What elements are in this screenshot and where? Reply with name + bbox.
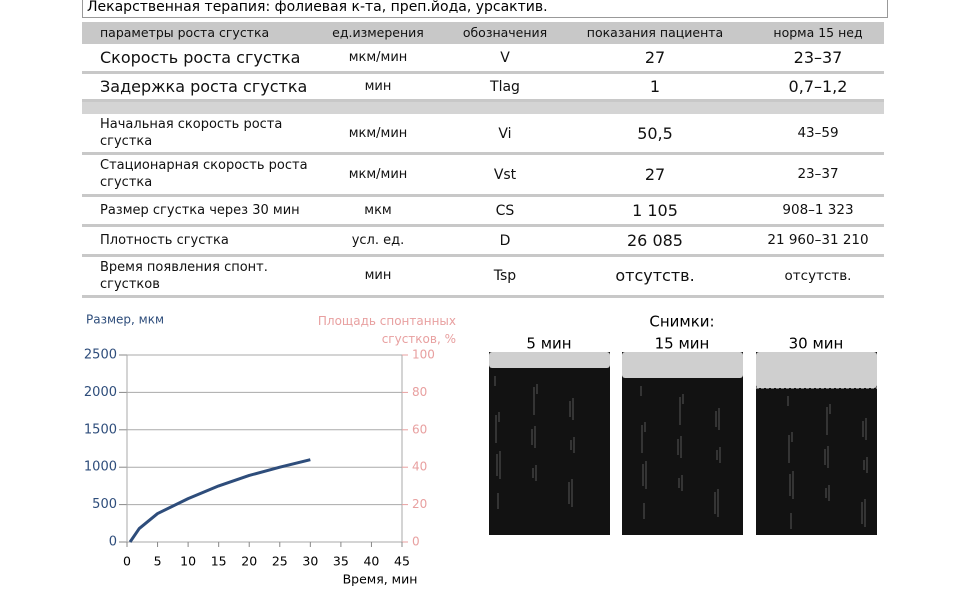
table-cell: мин bbox=[364, 78, 392, 94]
y2-tick-label: 100 bbox=[412, 348, 435, 362]
table-cell: 1 105 bbox=[632, 200, 678, 220]
row-separator bbox=[82, 99, 884, 102]
x-tick-label: 30 bbox=[302, 554, 318, 569]
table-cell: 26 085 bbox=[627, 230, 683, 250]
x-tick-label: 45 bbox=[394, 554, 410, 569]
table-cell: 21 960–31 210 bbox=[767, 232, 869, 249]
column-header: ед.измерения bbox=[332, 24, 424, 40]
x-tick-label: 10 bbox=[180, 554, 196, 569]
row-separator bbox=[82, 194, 884, 197]
row-separator bbox=[82, 295, 884, 298]
row-separator bbox=[82, 152, 884, 155]
table-cell: отсутств. bbox=[784, 267, 852, 284]
data-line bbox=[128, 458, 311, 543]
image-band bbox=[622, 352, 743, 378]
table-cell: Время появления спонт. сгустков bbox=[100, 259, 268, 292]
row-separator bbox=[82, 71, 884, 74]
y-tick-label: 500 bbox=[92, 497, 117, 512]
image-label: 5 мин bbox=[526, 335, 571, 353]
table-cell: D bbox=[499, 232, 511, 249]
x-tick-label: 15 bbox=[211, 554, 227, 569]
column-header: показания пациента bbox=[586, 24, 724, 40]
column-header: обозначения bbox=[462, 24, 548, 40]
y2-tick-label: 60 bbox=[412, 422, 427, 436]
table-cell: Размер сгустка через 30 мин bbox=[100, 202, 300, 218]
x-tick-label: 20 bbox=[241, 554, 257, 569]
column-header: норма 15 нед bbox=[773, 24, 863, 40]
column-header: параметры роста сгустка bbox=[100, 24, 270, 40]
table-cell: Плотность сгустка bbox=[100, 232, 229, 248]
table-cell: 0,7–1,2 bbox=[788, 76, 848, 96]
table-cell: V bbox=[500, 50, 510, 67]
table-cell: 50,5 bbox=[637, 123, 673, 143]
row-separator bbox=[82, 224, 884, 227]
table-cell: 23–37 bbox=[793, 48, 843, 68]
y-tick-label: 1500 bbox=[84, 422, 117, 437]
table-cell: Tlag bbox=[490, 78, 520, 95]
images-title: Снимки: bbox=[649, 313, 714, 331]
y-tick-label: 1000 bbox=[84, 460, 117, 475]
y2-tick-label: 0 bbox=[412, 535, 420, 549]
image-band bbox=[489, 352, 610, 368]
table-cell: усл. ед. bbox=[351, 232, 405, 248]
image-label: 15 мин bbox=[655, 335, 710, 353]
table-cell: отсутств. bbox=[615, 266, 695, 286]
table-cell: Tsp bbox=[493, 268, 517, 285]
table-cell: мкм/мин bbox=[348, 50, 408, 66]
header: Лекарственная терапия: фолиевая к-та, пр… bbox=[82, 0, 888, 18]
table-head-bg bbox=[82, 22, 884, 44]
table-cell: Задержка роста сгустка bbox=[100, 76, 308, 96]
x-tick-label: 35 bbox=[333, 554, 349, 569]
table-cell: Vst bbox=[493, 166, 517, 183]
table-cell: 27 bbox=[644, 48, 666, 68]
y2-tick-label: 40 bbox=[412, 460, 427, 474]
image-band bbox=[756, 352, 877, 388]
separator-band bbox=[82, 101, 884, 114]
image-label: 30 мин bbox=[789, 335, 844, 353]
y2-axis-label: Площадь спонтанных сгустков, % bbox=[317, 314, 456, 346]
image bbox=[489, 352, 610, 535]
y-tick-label: 0 bbox=[109, 535, 117, 550]
table-cell: CS bbox=[495, 202, 515, 219]
table-cell: мкм/мин bbox=[348, 125, 408, 141]
table-cell: Начальная скорость роста сгустка bbox=[100, 117, 283, 149]
table-cell: 23–37 bbox=[797, 166, 839, 183]
x-tick-label: 40 bbox=[363, 554, 379, 569]
y2-tick-label: 80 bbox=[412, 385, 427, 399]
table-cell: 43–59 bbox=[797, 125, 839, 142]
image bbox=[622, 352, 743, 535]
table-cell: мин bbox=[364, 268, 392, 284]
y-tick-label: 2000 bbox=[84, 385, 117, 400]
y2-tick-label: 20 bbox=[412, 497, 427, 511]
y-axis-label: Размер, мкм bbox=[86, 313, 164, 327]
x-tick-label: 25 bbox=[272, 554, 288, 569]
table-cell: Скорость роста сгустка bbox=[100, 48, 301, 68]
row-separator bbox=[82, 254, 884, 257]
y-tick-label: 2500 bbox=[84, 348, 117, 363]
x-tick-label: 5 bbox=[154, 554, 162, 569]
table-cell: Стационарная скорость роста сгустка bbox=[100, 158, 308, 190]
x-tick-label: 0 bbox=[123, 554, 131, 569]
table-cell: 27 bbox=[644, 164, 666, 184]
table-cell: мкм bbox=[364, 202, 392, 218]
table-cell: 1 bbox=[649, 76, 661, 96]
x-axis-label: Время, мин bbox=[343, 572, 418, 587]
table-cell: мкм/мин bbox=[348, 166, 408, 182]
table-cell: 908–1 323 bbox=[782, 202, 854, 219]
table-cell: Vi bbox=[498, 125, 512, 142]
